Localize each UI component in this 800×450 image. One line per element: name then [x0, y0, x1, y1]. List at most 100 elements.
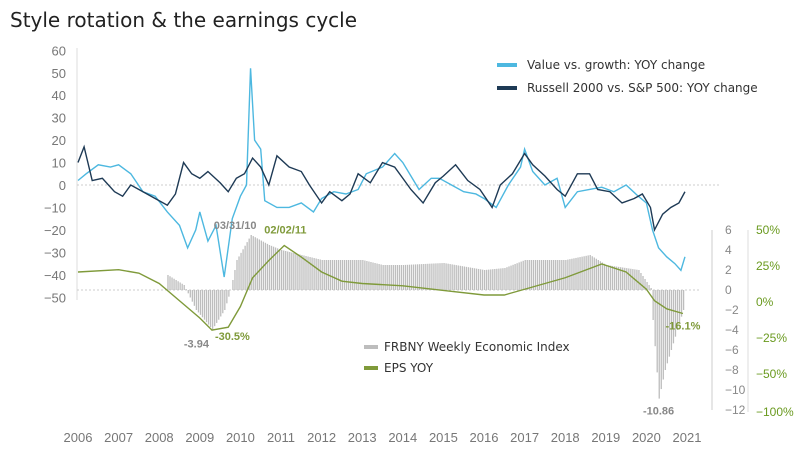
- wei-bar: [392, 265, 394, 290]
- wei-bar: [242, 249, 244, 290]
- legend-swatch: [497, 86, 517, 90]
- wei-bar: [406, 264, 409, 290]
- wei-bar: [285, 251, 287, 290]
- wei-bar: [297, 254, 299, 290]
- wei-bar: [591, 256, 593, 290]
- wei-bar: [583, 256, 585, 290]
- wei-bar: [423, 264, 425, 290]
- eps-tick-label: 25%: [756, 259, 780, 273]
- wei-bar: [638, 270, 640, 290]
- wei-bar: [301, 255, 303, 290]
- wei-bar: [678, 290, 681, 324]
- wei-bar: [266, 243, 269, 290]
- wei-bar: [252, 236, 254, 290]
- wei-bar: [437, 263, 439, 290]
- wei-bar: [240, 252, 242, 290]
- wei-bar: [347, 260, 350, 290]
- x-tick-label: 2016: [470, 430, 499, 445]
- wei-bar: [321, 260, 323, 290]
- wei-bar: [427, 263, 429, 290]
- legend-swatch: [364, 345, 378, 349]
- wei-bar: [224, 290, 226, 310]
- wei-bar: [216, 290, 218, 323]
- wei-bar: [299, 254, 301, 290]
- wei-bar: [490, 269, 492, 290]
- wei-bar: [597, 260, 599, 290]
- wei-bar: [433, 263, 435, 290]
- left-tick-label: 20: [52, 133, 66, 148]
- wei-bar: [181, 283, 183, 290]
- wei-bar: [496, 268, 498, 290]
- wei-bar: [514, 264, 516, 290]
- wei-bar: [500, 268, 502, 290]
- wei-bar: [632, 269, 634, 290]
- wei-bar: [595, 258, 597, 290]
- wei-bar: [463, 266, 465, 290]
- wei-bar: [459, 265, 461, 290]
- wei-bar: [238, 256, 240, 290]
- wei-bar: [295, 253, 297, 290]
- wei-bar: [469, 267, 472, 290]
- wei-bar: [270, 245, 273, 290]
- wei-bar: [557, 260, 559, 290]
- wei-bar: [201, 290, 204, 318]
- wei-bar: [528, 260, 530, 290]
- wei-bar: [522, 260, 524, 290]
- wei-bar: [532, 260, 535, 290]
- wei-bar: [622, 267, 624, 290]
- wei-bar: [593, 257, 595, 290]
- wei-bar: [670, 290, 673, 350]
- wei-bar: [536, 260, 539, 290]
- wei-bar: [171, 277, 173, 290]
- wei-bar: [526, 260, 528, 290]
- eps-tick-label: 0%: [756, 295, 774, 309]
- wei-bar: [205, 290, 208, 323]
- wei-bar: [599, 261, 602, 290]
- chart-title: Style rotation & the earnings cycle: [10, 8, 358, 32]
- wei-bar: [319, 259, 321, 290]
- wei-bar: [486, 269, 488, 290]
- wei-bar: [626, 268, 628, 290]
- wei-bar: [268, 245, 271, 290]
- wei-bar: [520, 261, 522, 290]
- wei-bar: [510, 265, 512, 290]
- wei-bar: [504, 268, 506, 290]
- wei-bar: [313, 258, 315, 290]
- wei-bar: [368, 261, 370, 290]
- left-tick-label: −20: [44, 223, 66, 238]
- wei-bar: [177, 281, 179, 290]
- wei-bar: [354, 260, 356, 290]
- legend-swatch: [364, 366, 378, 370]
- legend-label: Russell 2000 vs. S&P 500: YOY change: [527, 81, 758, 95]
- wei-bar: [674, 290, 677, 337]
- wei-bar: [445, 263, 447, 290]
- wei-bar: [402, 265, 405, 290]
- x-tick-label: 2015: [429, 430, 458, 445]
- wei-bar: [173, 278, 175, 290]
- wei-bar: [630, 268, 632, 290]
- wei-bar: [250, 235, 252, 290]
- wei-bar: [540, 260, 543, 290]
- wei-bar: [439, 263, 441, 290]
- wei-tick-label: 4: [725, 243, 732, 257]
- wei-bar: [488, 269, 490, 290]
- x-tick-label: 2012: [307, 430, 336, 445]
- wei-bar: [307, 256, 309, 290]
- wei-bar: [191, 290, 193, 302]
- wei-bar: [605, 265, 608, 290]
- wei-bar: [408, 264, 411, 290]
- wei-bar: [364, 260, 366, 290]
- wei-bar: [581, 256, 583, 290]
- wei-bar: [449, 264, 451, 290]
- x-tick-label: 2021: [673, 430, 702, 445]
- annotation-label: -30.5%: [215, 331, 250, 343]
- wei-bar: [203, 290, 206, 320]
- x-tick-label: 2011: [267, 430, 295, 445]
- wei-bar: [362, 260, 364, 290]
- legend-swatch: [497, 63, 517, 67]
- wei-bar: [291, 252, 293, 290]
- wei-bar: [654, 290, 656, 347]
- wei-bar: [187, 290, 189, 294]
- wei-bar: [471, 267, 474, 290]
- wei-bar: [615, 266, 618, 290]
